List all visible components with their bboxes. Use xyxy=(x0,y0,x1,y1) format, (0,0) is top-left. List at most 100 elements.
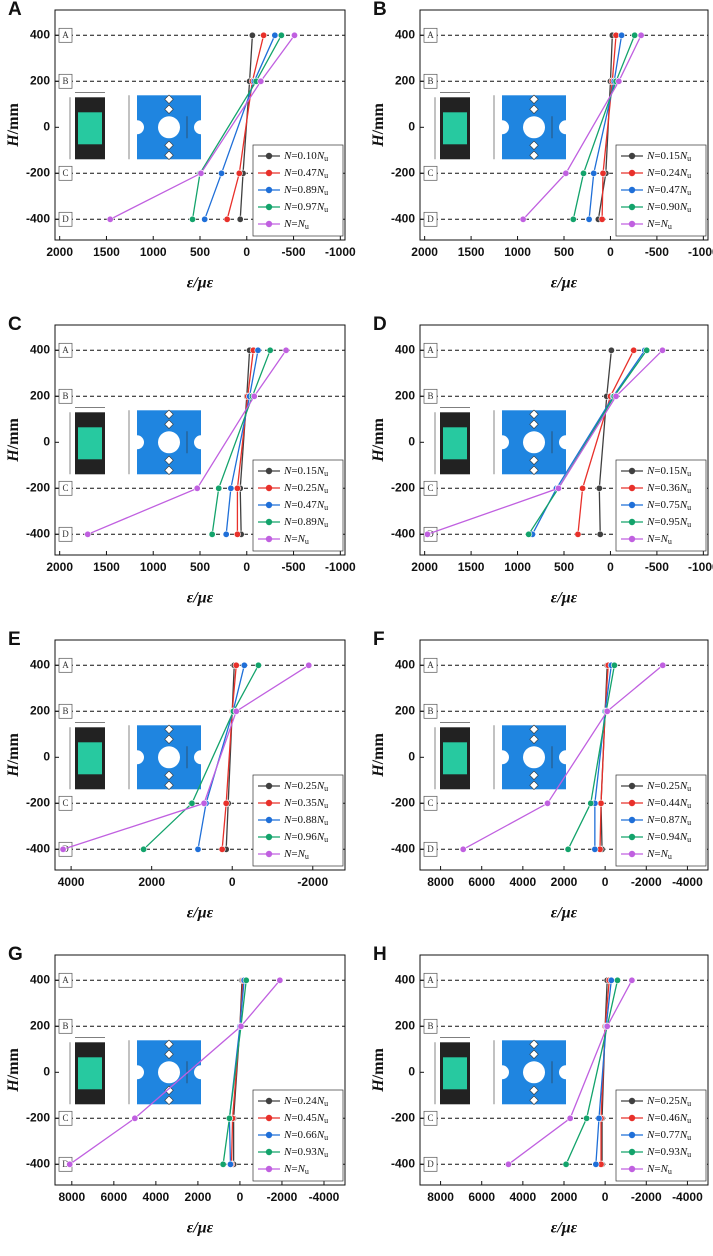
legend-label: N=0.15Nu xyxy=(646,150,691,163)
hole xyxy=(495,750,509,765)
series-line xyxy=(462,664,664,850)
gauge xyxy=(529,140,539,150)
level-label: B xyxy=(427,76,433,86)
x-tick-label: 0 xyxy=(237,1190,244,1204)
legend-marker xyxy=(628,1148,636,1156)
x-tick-label: 2000 xyxy=(185,1190,212,1204)
legend-marker xyxy=(265,1097,273,1105)
point xyxy=(590,169,598,177)
point xyxy=(240,661,248,669)
hole xyxy=(158,1061,180,1084)
panel-label: E xyxy=(8,629,21,650)
legend-label: N=0.15Nu xyxy=(646,465,691,478)
level-box xyxy=(58,480,73,496)
series-line xyxy=(565,980,619,1165)
plot-frame xyxy=(54,954,346,1186)
y-tick-label: 400 xyxy=(30,342,50,356)
point xyxy=(562,169,570,177)
y-axis-label: H/mm xyxy=(5,418,22,463)
plot-frame xyxy=(419,639,709,871)
column-core xyxy=(443,427,467,460)
y-tick-label: -400 xyxy=(391,526,415,540)
legend-marker xyxy=(628,501,636,509)
column-core xyxy=(443,742,467,775)
plot-frame xyxy=(54,324,346,556)
y-tick-label: 200 xyxy=(30,73,50,87)
level-label: D xyxy=(62,1159,69,1169)
y-tick-label: 0 xyxy=(43,434,50,448)
gauge xyxy=(164,1095,174,1105)
schematic-inset xyxy=(69,92,208,160)
panel-label: H xyxy=(373,944,387,965)
legend-marker xyxy=(265,1165,273,1173)
point xyxy=(250,392,258,400)
series-line xyxy=(528,349,648,535)
y-tick-label: -200 xyxy=(391,1110,415,1124)
gauge xyxy=(164,465,174,475)
point xyxy=(613,976,621,984)
level-label: C xyxy=(427,483,433,493)
legend-marker xyxy=(265,152,273,160)
level-box xyxy=(58,1110,73,1126)
point xyxy=(618,31,626,39)
point xyxy=(218,169,226,177)
point xyxy=(595,484,603,492)
level-label: C xyxy=(62,798,68,808)
legend-marker xyxy=(628,518,636,526)
level-box xyxy=(423,165,438,181)
schematic-inset xyxy=(69,1037,208,1105)
series-line xyxy=(577,350,635,535)
y-tick-label: -200 xyxy=(26,795,50,809)
y-axis-label: H/mm xyxy=(370,103,387,148)
point xyxy=(504,1160,512,1168)
column-core xyxy=(78,112,102,145)
y-tick-label: 400 xyxy=(30,657,50,671)
level-label: A xyxy=(62,660,69,670)
gauge xyxy=(164,419,174,429)
point xyxy=(603,707,611,715)
gauge xyxy=(164,409,174,419)
point xyxy=(525,530,533,538)
hole xyxy=(194,750,208,765)
legend-marker xyxy=(265,535,273,543)
series-line xyxy=(427,349,663,535)
level-label: B xyxy=(427,1021,433,1031)
x-tick-label: 2000 xyxy=(138,875,165,889)
legend-marker xyxy=(628,799,636,807)
legend-label: N=Nu xyxy=(283,1163,309,1176)
level-box xyxy=(423,480,438,496)
x-tick-label: -4000 xyxy=(672,1190,703,1204)
legend-label: N=0.66Nu xyxy=(283,1129,328,1142)
point xyxy=(607,976,615,984)
x-tick-label: -4000 xyxy=(309,1190,340,1204)
point xyxy=(585,215,593,223)
gauge xyxy=(164,1039,174,1049)
point xyxy=(235,169,243,177)
legend-marker xyxy=(628,816,636,824)
level-label: B xyxy=(62,76,68,86)
series-line xyxy=(211,350,271,535)
point xyxy=(290,31,298,39)
y-tick-label: -200 xyxy=(26,1110,50,1124)
legend-label: N=0.47Nu xyxy=(283,167,328,180)
point xyxy=(519,215,527,223)
y-axis-label: H/mm xyxy=(370,418,387,463)
x-axis-label: ε/με xyxy=(551,590,578,607)
hole xyxy=(130,435,144,450)
legend-label: N=Nu xyxy=(646,533,672,546)
hole xyxy=(158,431,180,454)
point xyxy=(631,31,639,39)
legend-marker xyxy=(628,467,636,475)
point xyxy=(612,392,620,400)
series-line xyxy=(221,665,237,850)
legend-label: N=Nu xyxy=(283,848,309,861)
x-tick-label: 0 xyxy=(602,875,609,889)
series-line xyxy=(143,664,259,850)
point xyxy=(260,31,268,39)
y-tick-label: -400 xyxy=(391,841,415,855)
x-axis-label: ε/με xyxy=(187,1220,214,1237)
legend-label: N=0.24Nu xyxy=(646,167,691,180)
y-tick-label: 400 xyxy=(395,342,415,356)
gauge xyxy=(164,780,174,790)
series-line xyxy=(572,35,636,220)
